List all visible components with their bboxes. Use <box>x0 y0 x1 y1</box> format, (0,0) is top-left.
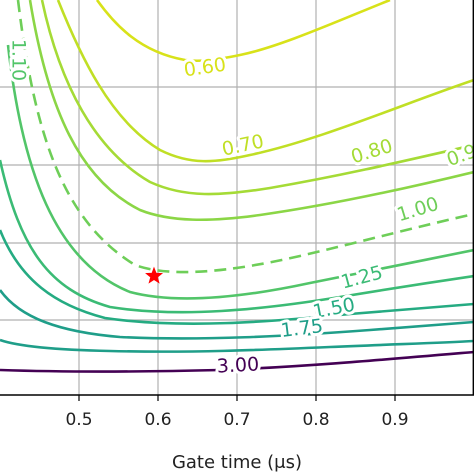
x-tick-label-0: 0.5 <box>65 410 92 430</box>
contour-line-3 <box>28 0 474 222</box>
x-tick-label-2: 0.7 <box>223 410 250 430</box>
contour-line-8 <box>0 289 474 340</box>
grid-lines <box>0 0 474 395</box>
contour-label-9: 3.00 <box>216 353 259 377</box>
contour-line-5 <box>6 44 474 300</box>
contour-label-1: 0.70 <box>220 130 266 160</box>
x-tick-label-3: 0.8 <box>302 410 329 430</box>
x-tick-label-1: 0.6 <box>144 410 171 430</box>
contour-label-5: 1.10 <box>8 39 30 81</box>
contour-lines <box>0 0 474 373</box>
contour-line-1 <box>56 0 474 163</box>
contour-line-6 <box>0 159 474 314</box>
optimum-marker <box>145 266 164 284</box>
contour-line-2 <box>40 0 474 196</box>
x-axis-ticks: 0.5 0.6 0.7 0.8 0.9 <box>65 395 409 430</box>
contour-label-0: 0.60 <box>182 54 227 82</box>
contour-label-8: 1.75 <box>280 315 325 342</box>
contour-label-4: 1.00 <box>394 193 441 226</box>
contour-label-3: 0.9 <box>444 140 474 171</box>
contour-label-6: 1.25 <box>339 261 386 293</box>
contour-line-10 <box>0 350 474 373</box>
contour-line-4 <box>16 0 474 274</box>
contour-line-0 <box>95 0 391 63</box>
x-tick-label-4: 0.9 <box>381 410 408 430</box>
contour-line-7 <box>0 229 474 325</box>
plot-area: 0.600.70 0.80 0.91.001.101.251.501.753.00 <box>0 0 474 395</box>
optimum-star-marker <box>145 266 164 284</box>
contour-line-9 <box>0 338 474 353</box>
x-axis-label: Gate time (μs) <box>172 452 302 473</box>
